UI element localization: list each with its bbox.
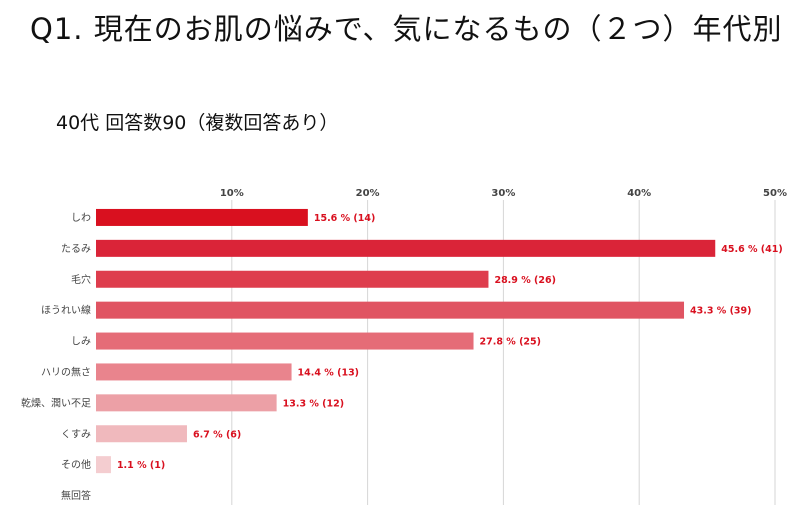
category-label: ほうれい線 [41,304,91,317]
data-label: 1.1 % (1) [117,460,165,471]
bar [96,363,292,381]
chart-subtitle: 40代 回答数90（複数回答あり） [56,112,339,134]
category-label: ハリの無さ [41,365,91,378]
data-label: 14.4 % (13) [298,367,359,378]
x-tick-label: 40% [627,188,651,199]
data-label: 43.3 % (39) [690,306,751,317]
category-label: 乾燥、潤い不足 [21,396,91,409]
category-label: 無回答 [61,489,91,502]
data-label: 27.8 % (25) [480,337,541,348]
data-label: 15.6 % (14) [314,213,375,224]
x-tick-label: 10% [220,188,244,199]
bar [96,456,111,474]
data-label: 13.3 % (12) [283,398,344,409]
category-label: しみ [71,336,91,348]
category-label: その他 [61,458,91,471]
bar [96,239,716,257]
bar [96,394,277,412]
x-tick-label: 20% [356,188,380,199]
category-label: たるみ [61,243,91,255]
category-label: くすみ [61,428,91,440]
bar [96,208,308,226]
category-label: 毛穴 [71,273,91,286]
data-label: 6.7 % (6) [193,429,241,440]
data-label: 45.6 % (41) [721,244,782,255]
x-tick-label: 30% [491,188,515,199]
category-label: しわ [71,212,91,224]
data-label: 28.9 % (26) [494,275,555,286]
bar [96,301,685,319]
page-title: Q1. 現在のお肌の悩みで、気になるもの（２つ）年代別 [30,12,783,46]
x-tick-label: 50% [763,188,787,199]
bar [96,425,187,443]
bar [96,332,474,350]
bar [96,270,489,288]
